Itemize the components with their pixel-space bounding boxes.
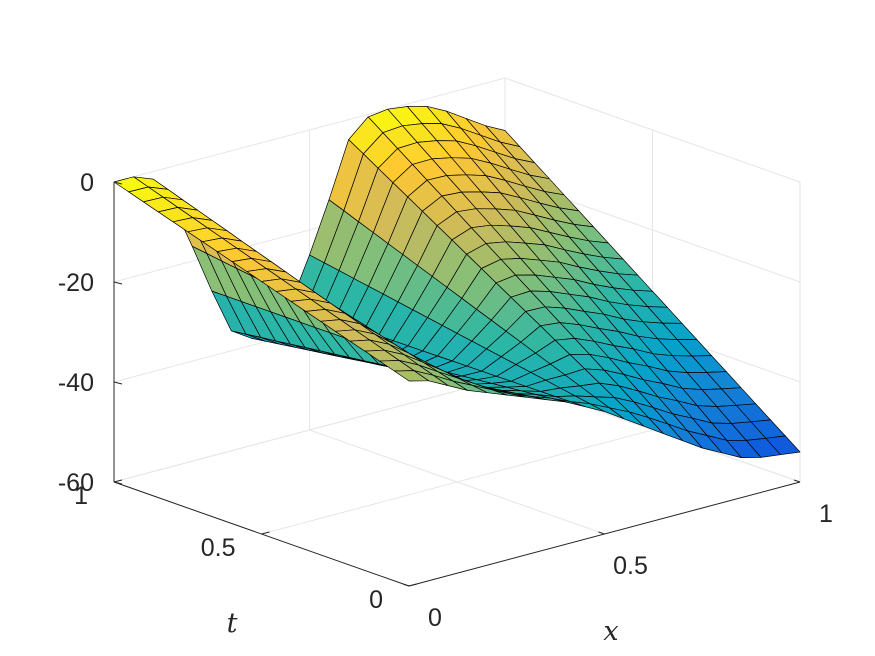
t-tick-label: 0.5: [201, 534, 236, 562]
x-tick: [598, 531, 605, 535]
t-tick-label: 0: [369, 586, 383, 614]
grid-line: [261, 130, 653, 535]
t-tick: [113, 479, 123, 483]
t-tick: [261, 531, 270, 535]
z-tick: [113, 181, 123, 185]
x-tick-label: 1: [819, 500, 833, 528]
z-tick: [113, 281, 123, 285]
z-tick-label: -40: [58, 369, 94, 397]
z-tick: [113, 481, 123, 485]
x-tick-label: 0.5: [613, 552, 648, 580]
x-axis-label: x: [603, 616, 618, 647]
t-axis-label: t: [227, 608, 238, 639]
z-tick-label: 0: [80, 169, 94, 197]
x-tick: [402, 583, 410, 587]
x-tick: [793, 479, 801, 483]
t-tick-label: 1: [74, 482, 88, 510]
surface-patch: [393, 370, 429, 382]
x-tick-label: 0: [428, 604, 442, 632]
tick-marks: [113, 181, 801, 587]
z-tick-label: -20: [58, 269, 94, 297]
z-tick: [113, 381, 123, 385]
tick-labels: 0 -20 -40 -60 0 0.5 1 0 0.5 1: [58, 169, 833, 632]
z-tick-label: -60: [58, 469, 94, 497]
t-tick: [408, 583, 418, 587]
surface-mesh: [113, 105, 801, 458]
